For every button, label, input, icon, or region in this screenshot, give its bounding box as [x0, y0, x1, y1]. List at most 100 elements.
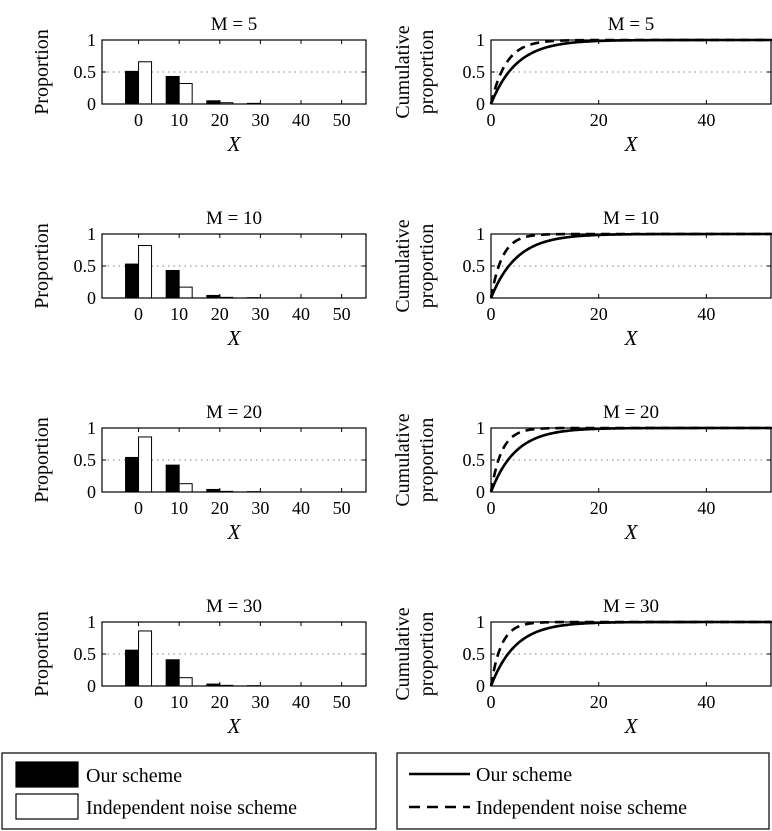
- x-tick-label: 0: [487, 692, 496, 712]
- line-marker: [575, 234, 579, 238]
- line-marker: [532, 50, 536, 54]
- x-tick-label: 20: [590, 692, 608, 712]
- line-marker: [538, 629, 541, 633]
- line-marker: [559, 42, 563, 46]
- bar-our-scheme: [165, 269, 180, 299]
- x-tick-label: 50: [333, 498, 351, 518]
- y-tick-label: 0.5: [74, 450, 97, 470]
- bar-independent-noise: [178, 677, 193, 687]
- x-tick-label: 10: [170, 110, 188, 130]
- x-tick-label: 40: [292, 110, 310, 130]
- bar-independent-noise: [178, 83, 193, 105]
- line-marker: [495, 284, 498, 288]
- line-marker: [570, 41, 574, 45]
- line-marker: [575, 40, 579, 44]
- line-marker: [581, 40, 584, 44]
- line-marker: [570, 235, 574, 239]
- line-marker: [538, 242, 541, 245]
- line-marker: [532, 244, 536, 248]
- y-axis-label: Cumulative proportion: [392, 607, 438, 700]
- line-marker: [495, 672, 498, 675]
- x-axis-label: X: [227, 714, 242, 738]
- line-marker: [570, 429, 574, 432]
- plot-frame: [101, 39, 367, 105]
- y-tick-label: 1: [476, 418, 485, 438]
- line-marker: [522, 637, 525, 641]
- line-marker: [559, 236, 563, 240]
- y-tick-label: 0.5: [74, 644, 97, 664]
- x-tick-label: 50: [333, 692, 351, 712]
- y-axis-label: Proportion: [31, 223, 53, 309]
- line-marker: [538, 48, 541, 51]
- x-tick-label: 40: [292, 692, 310, 712]
- y-tick-label: 1: [476, 30, 485, 50]
- legend-swatch: [15, 761, 79, 788]
- y-tick-label: 0.5: [463, 62, 486, 82]
- bar-our-scheme: [125, 649, 140, 687]
- line-marker: [505, 459, 509, 463]
- x-tick-label: 30: [251, 304, 269, 324]
- line-marker: [505, 653, 509, 657]
- y-tick-label: 1: [87, 418, 96, 438]
- line-marker: [511, 66, 514, 69]
- bar-our-scheme: [165, 464, 180, 493]
- line-marker: [575, 428, 579, 432]
- line-marker: [527, 53, 530, 57]
- line-marker: [565, 42, 568, 45]
- chart-panel-8: M = 30 0 0.5 1 0 20 40 X Cumulative proportion: [392, 596, 772, 738]
- bar-our-scheme: [125, 263, 140, 299]
- x-tick-label: 20: [211, 110, 229, 130]
- x-tick-label: 10: [170, 692, 188, 712]
- line-marker: [554, 431, 557, 434]
- x-tick-label: 0: [134, 304, 143, 324]
- x-tick-label: 40: [697, 498, 715, 518]
- line-marker: [527, 247, 530, 251]
- x-tick-label: 0: [487, 498, 496, 518]
- x-tick-label: 10: [170, 304, 188, 324]
- x-tick-label: 50: [333, 110, 351, 130]
- x-axis-label: X: [227, 520, 242, 544]
- line-marker: [500, 661, 504, 665]
- chart-title: M = 5: [211, 14, 258, 35]
- legend-bars: Our scheme Independent noise scheme: [1, 752, 377, 830]
- bar-independent-noise: [178, 483, 193, 493]
- line-marker: [532, 631, 536, 635]
- chart-panel-4: M = 10 0 0.5 1 0 20 40 X Cumulative proportion: [392, 208, 772, 350]
- line-marker: [527, 634, 530, 638]
- plot-frame: [101, 427, 367, 493]
- line-marker: [565, 236, 568, 239]
- line-marker: [511, 453, 514, 456]
- line-marker: [500, 274, 504, 278]
- bar-independent-noise: [138, 245, 153, 299]
- x-tick-label: 40: [292, 498, 310, 518]
- line-marker: [495, 90, 498, 94]
- bar-independent-noise: [178, 286, 193, 299]
- x-tick-label: 0: [134, 110, 143, 130]
- legend-box: [396, 752, 770, 830]
- plot-frame: [490, 427, 772, 493]
- line-marker: [559, 624, 563, 627]
- x-axis-label: X: [227, 326, 242, 350]
- legend-label: Independent noise scheme: [86, 797, 297, 819]
- line-marker: [532, 437, 536, 441]
- plot-frame: [490, 39, 772, 105]
- bar-independent-noise: [138, 630, 153, 687]
- line-marker: [581, 622, 584, 625]
- legend-label: Independent noise scheme: [476, 797, 687, 819]
- x-tick-label: 20: [590, 110, 608, 130]
- line-marker: [548, 45, 552, 48]
- x-tick-label: 0: [487, 304, 496, 324]
- y-tick-label: 1: [476, 612, 485, 632]
- line-marker: [548, 432, 552, 435]
- bar-our-scheme: [125, 70, 140, 105]
- line-marker: [581, 234, 584, 238]
- y-tick-label: 0.5: [74, 62, 97, 82]
- x-tick-label: 30: [251, 692, 269, 712]
- y-tick-label: 0: [476, 676, 485, 696]
- y-axis-label: Cumulative proportion: [392, 413, 438, 506]
